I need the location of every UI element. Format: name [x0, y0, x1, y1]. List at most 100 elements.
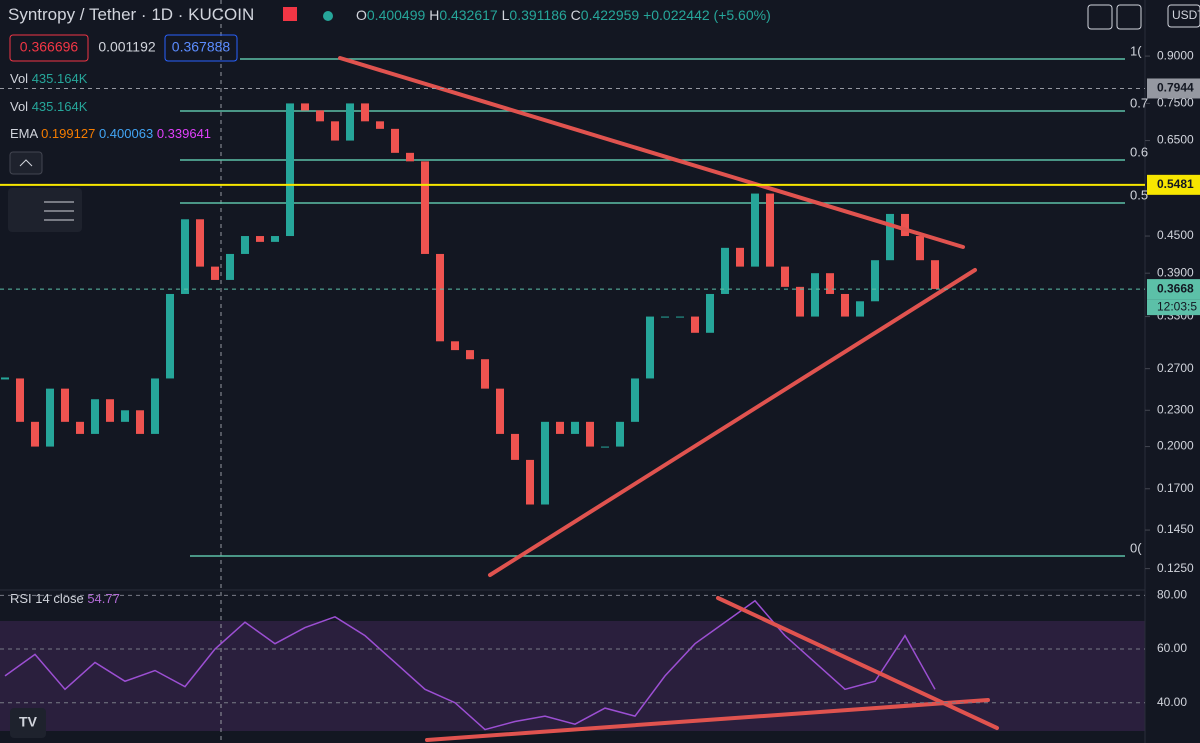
candle — [391, 128, 399, 153]
candle — [31, 421, 39, 447]
logo-icon: TV — [19, 714, 38, 730]
candle — [151, 378, 159, 434]
y-tick-label: 0.1450 — [1157, 522, 1194, 536]
fib-label: 1( — [1130, 43, 1142, 58]
buy-price: 0.367888 — [172, 39, 231, 55]
y-tick-label: 0.6500 — [1157, 133, 1194, 147]
candle — [106, 399, 114, 422]
candle — [376, 121, 384, 129]
candle — [541, 421, 549, 505]
candle — [526, 459, 534, 505]
candle — [466, 350, 474, 360]
last_price-tag — [1147, 279, 1200, 300]
candle — [751, 193, 759, 267]
candle — [496, 388, 504, 434]
y-tick-label: 0.2300 — [1157, 402, 1194, 416]
candle — [811, 273, 819, 317]
collapse-icon — [19, 159, 33, 167]
vol-legend: Vol 435.164K — [10, 99, 88, 114]
candle — [841, 293, 849, 317]
candle — [646, 316, 654, 379]
crosshair_price-tag — [1147, 78, 1200, 99]
rsi-tick-label: 60.00 — [1157, 641, 1187, 655]
fib-label: 0.5 — [1130, 187, 1148, 202]
candle — [91, 399, 99, 434]
candle — [676, 316, 684, 318]
candle — [406, 152, 414, 162]
crosshair_price-label: 0.7944 — [1157, 81, 1194, 95]
candle — [826, 273, 834, 294]
rsi-tick-label: 40.00 — [1157, 695, 1187, 709]
sell-box[interactable] — [9, 34, 89, 62]
y-tick-label: 0.1700 — [1157, 481, 1194, 495]
candle — [241, 236, 249, 254]
y-tick-label: 0.9000 — [1157, 48, 1194, 62]
candle — [766, 193, 774, 267]
ema-legend: EMA 0.199127 0.400063 0.339641 — [10, 126, 211, 141]
status-dot — [323, 11, 333, 21]
sell-price: 0.366696 — [20, 39, 79, 55]
flag-icon[interactable] — [283, 7, 297, 21]
candle — [661, 316, 669, 318]
candle — [451, 341, 459, 351]
rsi-line — [4, 599, 936, 731]
candle — [196, 219, 204, 267]
currency-box[interactable] — [1167, 4, 1200, 28]
candle — [361, 103, 369, 122]
alert_line-label: 0.5481 — [1157, 177, 1194, 191]
candle — [586, 421, 594, 447]
candle — [316, 110, 324, 122]
spread: 0.001192 — [98, 39, 156, 55]
currency: USDT — [1172, 8, 1200, 22]
fib-label: 0( — [1130, 540, 1142, 555]
candle — [301, 103, 309, 111]
candle — [556, 421, 564, 434]
candle — [136, 410, 144, 434]
candle — [331, 121, 339, 141]
candle — [901, 213, 909, 237]
candle — [226, 253, 234, 280]
candle — [631, 378, 639, 422]
fullscreen-button[interactable] — [1116, 4, 1142, 30]
toolbar-icon — [44, 201, 74, 221]
candle — [211, 266, 219, 280]
vol-legend: Vol 435.164K — [10, 71, 88, 86]
y-tick-label: 0.7500 — [1157, 96, 1194, 110]
candle — [16, 378, 24, 422]
candle — [616, 421, 624, 447]
candle — [286, 103, 294, 237]
candle — [256, 236, 264, 242]
fib-label: 0.7 — [1130, 95, 1148, 110]
rsi-tick-label: 80.00 — [1157, 588, 1187, 602]
logo[interactable] — [10, 708, 46, 738]
candle — [61, 388, 69, 422]
download-button[interactable] — [1087, 4, 1113, 30]
candle — [76, 421, 84, 434]
candle — [691, 316, 699, 333]
candle — [121, 410, 129, 422]
buy-box[interactable] — [164, 34, 238, 62]
candle — [436, 253, 444, 342]
candle — [856, 301, 864, 317]
candle — [871, 260, 879, 302]
countdown: 12:03:5 — [1157, 299, 1197, 313]
candle — [721, 247, 729, 294]
candle — [166, 293, 174, 379]
candle — [571, 421, 579, 434]
candle — [796, 286, 804, 317]
fib-label: 0.6 — [1130, 144, 1148, 159]
candle — [181, 219, 189, 294]
collapse-button[interactable] — [9, 151, 43, 175]
last_price-label: 0.3668 — [1157, 281, 1194, 295]
candle — [706, 293, 714, 333]
rsi-legend: RSI 14 close 54.77 — [10, 591, 120, 606]
candle — [421, 161, 429, 254]
candle — [916, 236, 924, 261]
candle — [736, 247, 744, 267]
candle — [481, 359, 489, 389]
candle — [886, 213, 894, 261]
drawing-toolbar[interactable] — [8, 188, 82, 232]
candle — [346, 103, 354, 141]
